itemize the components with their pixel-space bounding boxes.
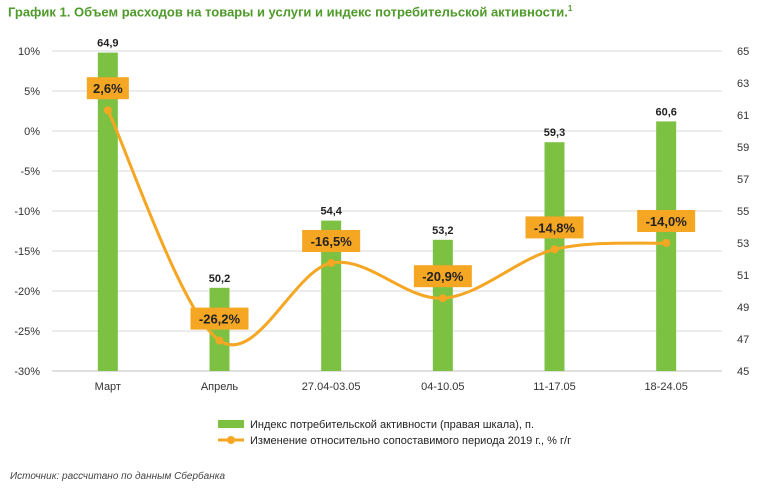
line-point [550,245,559,254]
line-value-label: -26,2% [199,312,241,327]
line-label-box [190,307,249,330]
bar [544,142,565,371]
bar [97,52,118,371]
category-label: 18-24.05 [644,381,687,393]
right-tick-label: 51 [737,270,749,282]
bar [321,220,342,371]
category-label: Март [95,381,121,393]
line-point [215,336,224,345]
left-tick-label: -5% [20,166,40,178]
line-labels: 2,6% -26,2% -16,5% -20,9% -14,8% -14,0% [86,77,696,330]
bar-value-label: 59,3 [544,127,565,139]
bar-value-label: 54,4 [320,206,342,218]
chart-source: Источник: рассчитано по данным Сбербанка [10,471,226,482]
category-label: 11-17.05 [533,381,576,393]
right-tick-label: 47 [737,334,749,346]
left-tick-label: -10% [14,206,40,218]
left-tick-label: -25% [14,326,40,338]
line-points [103,106,671,345]
right-tick-label: 45 [737,366,749,378]
bars [97,52,677,372]
right-tick-label: 49 [737,302,749,314]
left-tick-label: -20% [14,286,40,298]
gridlines [52,50,722,332]
legend-line-marker [227,436,235,444]
line-point [103,106,112,115]
line-point [327,259,336,267]
line-label-box [86,77,129,100]
left-tick-label: -30% [14,366,40,378]
line-value-label: -14,0% [646,214,688,229]
line-value-label: -20,9% [422,269,464,284]
chart-title-footnote: 1 [567,4,573,13]
left-tick-label: 0% [24,126,40,138]
line-point [662,239,671,247]
bar-labels: 64,9 50,2 54,4 53,2 59,3 60,6 [97,38,677,285]
category-label: Апрель [201,381,239,393]
right-tick-label: 57 [737,174,749,186]
category-label: 04-10.05 [421,381,464,393]
category-label: 27.04-03.05 [302,381,361,393]
legend-bar-label: Индекс потребительской активности (права… [250,419,534,431]
line-label-box [525,216,584,239]
right-axis-ticks: 65 63 61 59 57 55 53 51 49 47 45 [737,46,749,378]
bar-value-label: 60,6 [655,106,676,118]
bar-value-label: 50,2 [209,273,230,285]
line-value-label: -16,5% [311,234,353,249]
line-value-label: -14,8% [534,220,576,235]
line-value-label: 2,6% [93,81,123,96]
legend-bar-swatch [218,420,244,428]
left-tick-label: -15% [14,246,40,258]
line-label-box [413,265,472,288]
category-labels: Март Апрель 27.04-03.05 04-10.05 11-17.05 18-… [95,381,688,393]
left-tick-label: 10% [18,46,40,58]
chart-title: График 1. Объем расходов на товары и усл… [8,4,572,19]
line-label-box [637,210,696,232]
legend: Индекс потребительской активности (права… [218,419,571,447]
bar-value-label: 64,9 [97,38,118,50]
left-tick-label: 5% [24,86,40,98]
right-tick-label: 53 [737,238,749,250]
left-axis-ticks: 10% 5% 0% -5% -10% -15% -20% -25% -30% [14,46,40,378]
right-tick-label: 63 [737,78,749,90]
right-tick-label: 61 [737,110,749,122]
line-point [438,294,447,303]
chart-title-text: График 1. Объем расходов на товары и усл… [8,4,568,20]
bar-value-label: 53,2 [432,225,453,237]
line-label-box [302,230,361,252]
right-tick-label: 55 [737,206,749,218]
legend-line-label: Изменение относительно сопоставимого пер… [250,435,571,447]
right-tick-label: 59 [737,142,749,154]
right-tick-label: 65 [737,46,749,58]
bar [432,239,453,371]
